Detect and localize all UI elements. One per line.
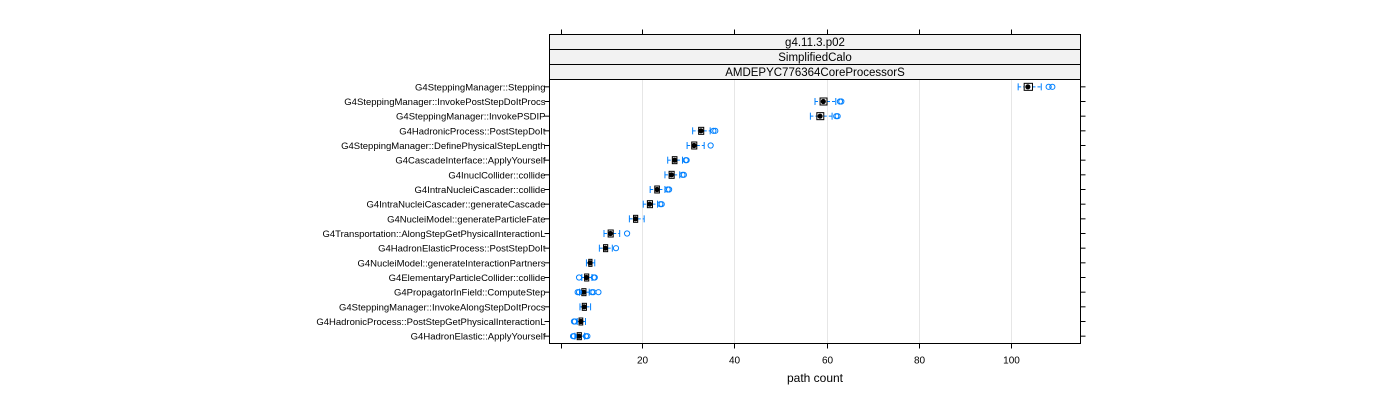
median-dot-13 — [583, 274, 590, 281]
x-tick-label-100: 100 — [1003, 356, 1020, 367]
box-10 — [603, 229, 631, 238]
median-dot-12 — [587, 260, 593, 266]
x-tick-label-40: 40 — [729, 356, 741, 367]
y-tick-label-14: G4PropagatorInField::ComputeStep — [394, 288, 546, 299]
boxes — [569, 82, 1056, 341]
y-tick-label-2: G4SteppingManager::InvokePSDIP — [396, 112, 545, 123]
box-2 — [809, 112, 841, 121]
box-4 — [686, 141, 714, 150]
outlier-0-0 — [1045, 83, 1052, 90]
y-tick-label-8: G4IntraNucleiCascader::generateCascade — [366, 200, 545, 211]
median-dot-16 — [578, 318, 584, 325]
y-tick-label-12: G4NucleiModel::generateInteractionPartne… — [358, 258, 546, 269]
box-iqr-1 — [819, 97, 828, 106]
y-tick-label-4: G4SteppingManager::DefinePhysicalStepLen… — [341, 141, 545, 152]
median-dot-1 — [820, 98, 826, 105]
outlier-11-0 — [612, 245, 620, 252]
outlier-5-1 — [683, 157, 690, 164]
outlier-4-0 — [707, 142, 714, 149]
box-0 — [1017, 82, 1056, 91]
x-axis: 20 40 60 80 100 — [561, 29, 1020, 367]
median-dot-8 — [647, 201, 653, 207]
outlier-1-1 — [838, 98, 845, 105]
outlier-17-1 — [570, 333, 578, 340]
box-15 — [579, 302, 592, 311]
box-7 — [649, 185, 673, 194]
y-tick-label-10: G4Transportation::AlongStepGetPhysicalIn… — [322, 229, 545, 240]
y-tick-label-3: G4HadronicProcess::PostStepDoIt — [399, 126, 546, 137]
median-dot-7 — [654, 186, 660, 193]
y-tick-label-17: G4HadronElastic::ApplyYourself — [411, 332, 546, 343]
outlier-3-1 — [712, 127, 719, 134]
median-dot-3 — [698, 128, 704, 134]
outlier-16-1 — [571, 318, 578, 325]
y-tick-label-15: G4SteppingManager::InvokeAlongStepDoItPr… — [339, 302, 546, 313]
median-dot-6 — [668, 172, 674, 178]
y-tick-label-1: G4SteppingManager::InvokePostStepDoItPro… — [344, 97, 545, 108]
outlier-13-2 — [591, 274, 598, 281]
box-14 — [574, 288, 602, 297]
y-tick-label-7: G4IntraNucleiCascader::collide — [415, 185, 546, 196]
median-dot-14 — [581, 289, 587, 295]
strip-3-label: AMDEPYC776364CoreProcessorS — [725, 67, 905, 79]
median-dot-2 — [817, 113, 823, 119]
median-dot-15 — [581, 304, 587, 310]
y-tick-label-5: G4CascadeInterface::ApplyYourself — [395, 156, 546, 167]
box-6 — [664, 170, 687, 179]
strip-2-label: SimplifiedCalo — [778, 52, 852, 64]
box-9 — [628, 214, 645, 223]
outlier-17-3 — [584, 333, 591, 340]
x-tick-label-80: 80 — [914, 356, 926, 367]
median-dot-9 — [632, 216, 638, 222]
median-dot-4 — [691, 142, 697, 149]
box-17 — [569, 332, 591, 341]
box-16 — [570, 317, 587, 326]
outlier-0-1 — [1049, 83, 1056, 90]
box-iqr-0 — [1023, 82, 1033, 91]
x-tick-label-20: 20 — [637, 356, 649, 367]
box-12 — [585, 258, 596, 267]
median-dot-5 — [672, 157, 678, 163]
median-dot-0 — [1025, 84, 1031, 90]
y-axis: G4SteppingManager::SteppingG4SteppingMan… — [316, 82, 1086, 343]
y-tick-label-0: G4SteppingManager::Stepping — [415, 82, 545, 93]
box-8 — [642, 200, 665, 209]
median-dot-10 — [607, 230, 614, 237]
y-tick-label-6: G4InuclCollider::collide — [448, 170, 545, 181]
strip-headers: g4.11.3.p02 SimplifiedCalo AMDEPYC776364… — [549, 34, 1081, 80]
outlier-3-0 — [710, 127, 717, 134]
x-tick-label-60: 60 — [822, 356, 834, 367]
outlier-8-1 — [658, 201, 665, 208]
outlier-10-0 — [623, 230, 631, 237]
box-1 — [814, 97, 845, 106]
box-5 — [667, 156, 690, 165]
grid-lines — [642, 79, 1012, 344]
box-iqr-2 — [816, 112, 825, 121]
box-13 — [575, 273, 598, 282]
box-3 — [692, 126, 719, 135]
median-dot-11 — [602, 245, 608, 251]
outlier-7-1 — [665, 186, 673, 193]
y-tick-label-11: G4HadronElasticProcess::PostStepDoIt — [378, 244, 546, 255]
outlier-13-0 — [575, 274, 583, 281]
outlier-6-1 — [680, 171, 687, 178]
outlier-14-1 — [575, 289, 583, 296]
median-dot-17 — [576, 333, 582, 339]
y-tick-label-13: G4ElementaryParticleCollider::collide — [389, 273, 546, 284]
x-axis-label: path count — [787, 371, 844, 385]
outlier-2-1 — [834, 113, 841, 120]
y-tick-label-9: G4NucleiModel::generateParticleFate — [387, 214, 545, 225]
strip-1-label: g4.11.3.p02 — [785, 37, 845, 49]
plot-panel — [549, 79, 1081, 344]
y-tick-label-16: G4HadronicProcess::PostStepGetPhysicalIn… — [316, 317, 545, 328]
outlier-14-4 — [595, 289, 602, 296]
box-11 — [598, 244, 620, 253]
